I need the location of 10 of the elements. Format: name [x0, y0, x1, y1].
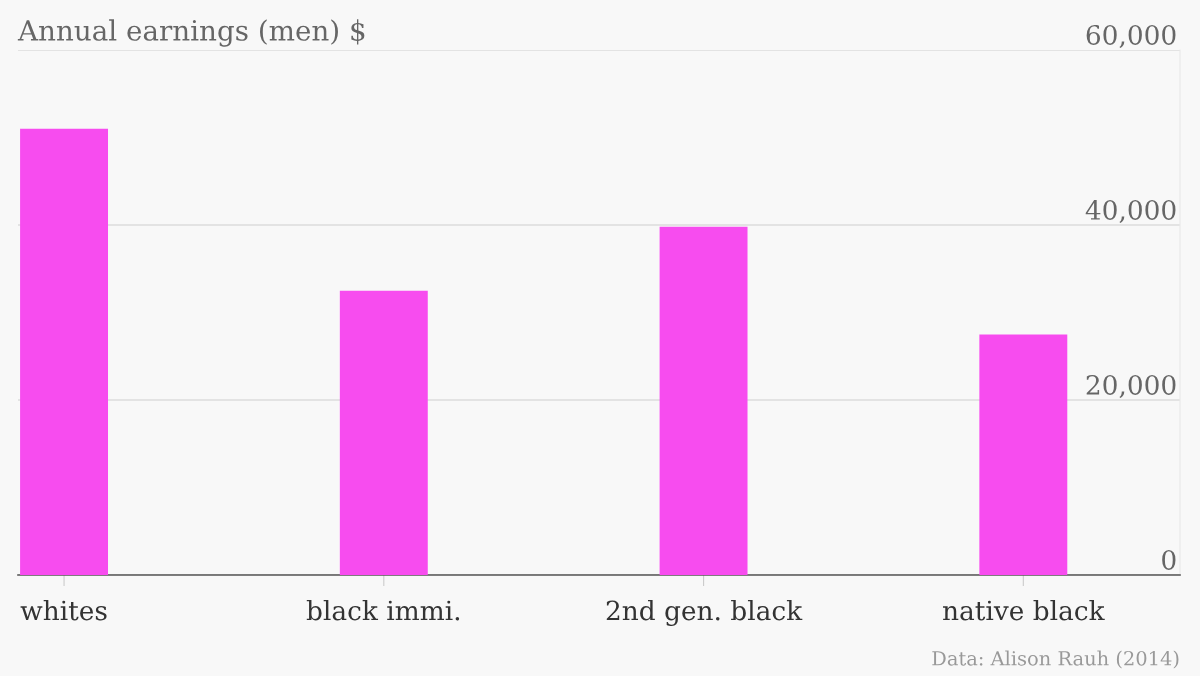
- x-tick-label: native black: [943, 600, 1105, 621]
- y-tick-label: 60,000: [1086, 24, 1176, 49]
- chart-title: Annual earnings (men) $: [17, 19, 365, 47]
- y-tick-label: 40,000: [1085, 199, 1176, 224]
- x-tick-label: whites: [20, 600, 107, 621]
- y-tick-label: 20,000: [1086, 374, 1176, 399]
- x-tick-label: black immi.: [306, 600, 460, 621]
- text: Data: Alison Rauh (2014): [932, 650, 1179, 669]
- x-tick-label: 2nd gen. black: [606, 600, 803, 626]
- y-tick-label: 0: [1162, 549, 1176, 570]
